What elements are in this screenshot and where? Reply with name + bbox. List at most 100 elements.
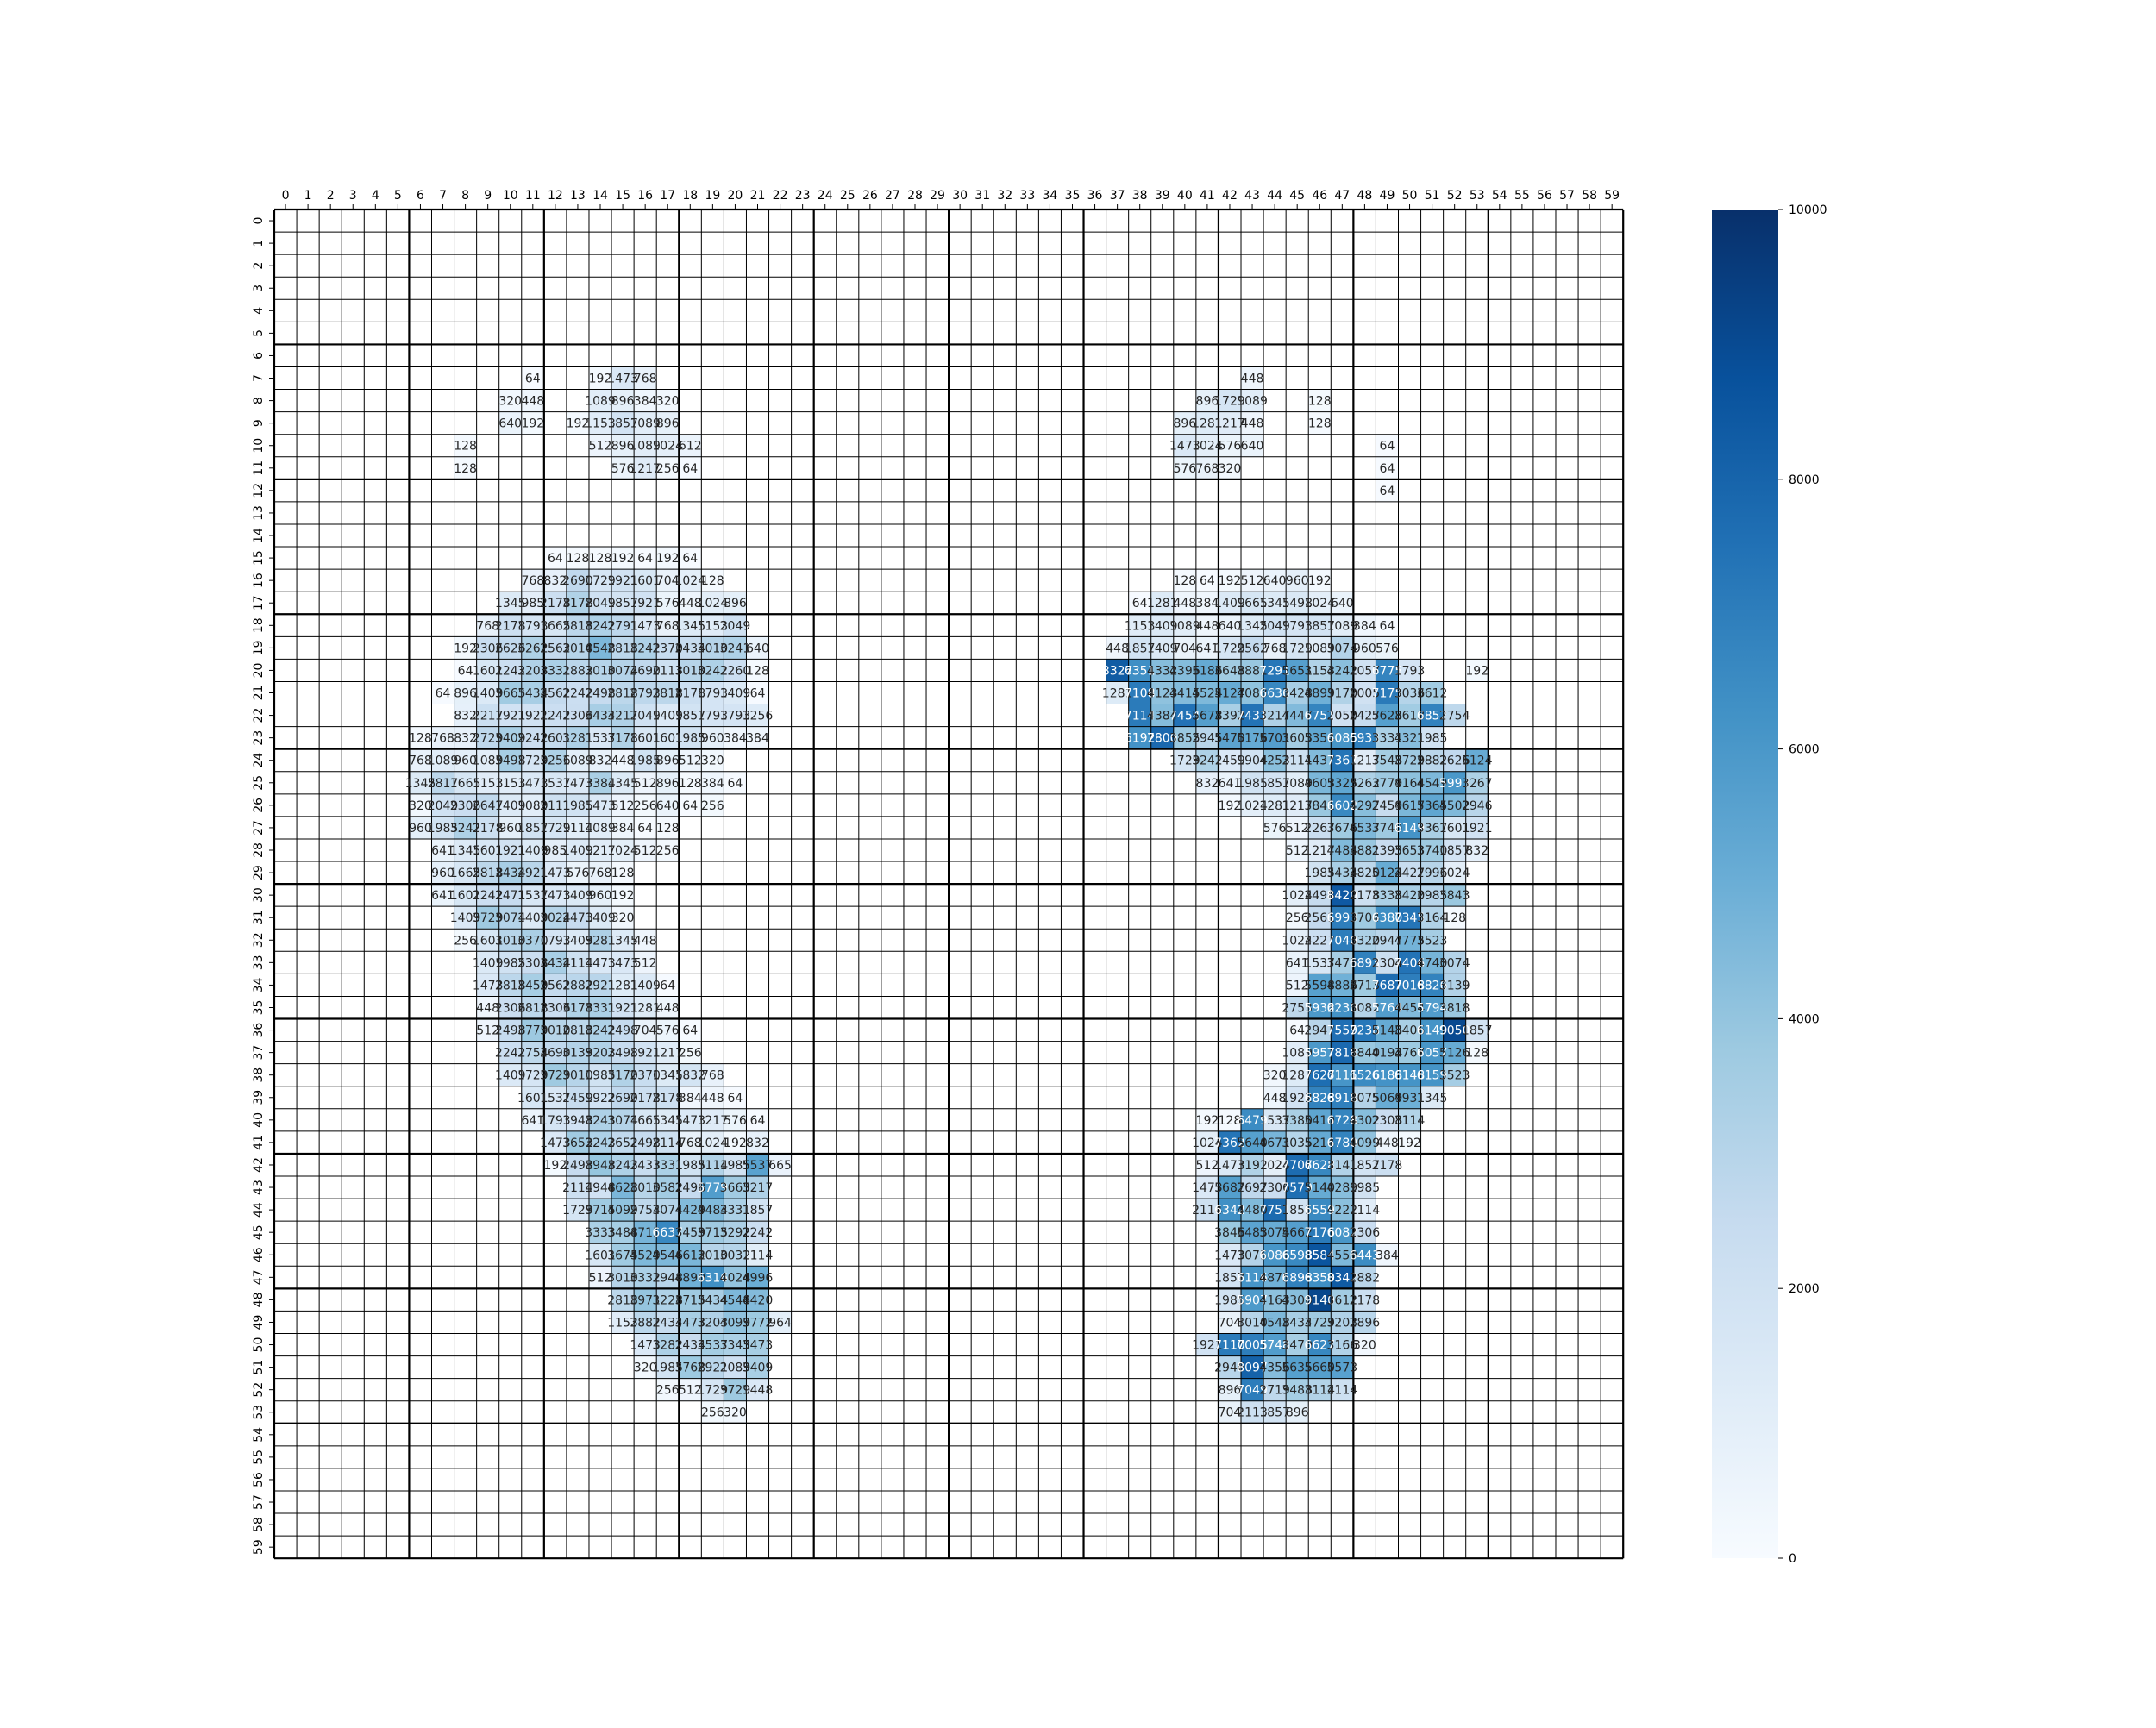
x-tick-label: 10 <box>503 189 518 203</box>
heatmap-cell <box>1443 771 1466 794</box>
heatmap-cell <box>634 547 657 570</box>
heatmap-cell <box>634 793 657 817</box>
cell-value-label: 64 <box>728 1092 743 1105</box>
heatmap-cell <box>566 884 589 907</box>
heatmap-cell <box>543 614 567 637</box>
colorbar-tick-label: 10000 <box>1789 203 1827 217</box>
heatmap-cell <box>1263 771 1287 794</box>
heatmap-cell <box>1128 704 1151 727</box>
y-tick-label: 40 <box>252 1112 266 1128</box>
heatmap-cell <box>724 592 747 615</box>
cell-value-label: 1345 <box>1417 1092 1448 1105</box>
heatmap-cell <box>1308 411 1332 435</box>
heatmap-cell <box>611 389 635 412</box>
x-tick-label: 7 <box>439 189 447 203</box>
cell-value-label: 448 <box>1241 417 1264 431</box>
cell-value-label: 704 <box>1173 642 1196 655</box>
y-tick-label: 22 <box>252 708 266 723</box>
y-tick-label: 8 <box>252 397 266 404</box>
heatmap-cell <box>409 748 432 772</box>
cell-value-label: 256 <box>656 462 680 476</box>
heatmap-cell <box>1241 434 1264 457</box>
heatmap-cell <box>1398 748 1421 772</box>
heatmap-cell <box>521 389 544 412</box>
heatmap-cell <box>1376 929 1399 952</box>
heatmap-cell <box>498 861 522 885</box>
cell-value-label: 640 <box>746 642 769 655</box>
cell-value-label: 384 <box>746 732 769 746</box>
heatmap-cell <box>1218 704 1242 727</box>
cell-value-label: 256 <box>656 1384 680 1398</box>
heatmap-cell <box>1331 659 1354 682</box>
heatmap-cell <box>679 456 702 479</box>
cell-value-label: 2178 <box>1350 1293 1381 1307</box>
cell-value-label: 192 <box>611 889 635 903</box>
heatmap-cell <box>701 636 724 660</box>
heatmap-cell <box>476 793 499 817</box>
heatmap-cell <box>1286 816 1309 839</box>
heatmap-cell <box>1331 816 1354 839</box>
cell-value-label: 256 <box>701 799 724 813</box>
cell-value-label: 832 <box>589 754 612 768</box>
heatmap-cell <box>588 838 612 862</box>
heatmap-cell <box>634 929 657 952</box>
heatmap-cell <box>1241 771 1264 794</box>
cell-value-label: 2114 <box>1327 1384 1358 1398</box>
heatmap-cell <box>611 906 635 930</box>
heatmap-cell <box>1331 614 1354 637</box>
heatmap-cell <box>1376 434 1399 457</box>
heatmap-cell <box>409 816 432 839</box>
heatmap-cell <box>543 748 567 772</box>
heatmap-cell <box>1263 592 1287 615</box>
heatmap-cell <box>656 659 680 682</box>
heatmap-cell <box>454 681 477 704</box>
heatmap-cell <box>498 974 522 997</box>
heatmap-cell <box>1398 906 1421 930</box>
heatmap-cell <box>1376 614 1399 637</box>
y-tick-label: 38 <box>252 1067 266 1083</box>
heatmap-cell <box>1420 793 1444 817</box>
heatmap-cell <box>634 838 657 862</box>
cell-value-label: 640 <box>1331 597 1354 610</box>
y-tick-label: 36 <box>252 1023 266 1038</box>
heatmap-cell <box>498 704 522 727</box>
cell-value-label: 1921 <box>1462 822 1493 836</box>
heatmap-cell <box>1173 592 1196 615</box>
heatmap-cell <box>1376 704 1399 727</box>
heatmap-cell <box>656 681 680 704</box>
heatmap-cell <box>498 614 522 637</box>
heatmap-cell <box>1218 726 1242 749</box>
heatmap-cell <box>1376 838 1399 862</box>
heatmap-cell <box>543 884 567 907</box>
heatmap-cell <box>656 816 680 839</box>
y-tick-label: 37 <box>252 1045 266 1061</box>
y-tick-label: 24 <box>252 753 266 768</box>
heatmap-cell <box>543 592 567 615</box>
heatmap-cell <box>656 456 680 479</box>
heatmap-cell <box>1331 861 1354 885</box>
heatmap-cell <box>521 838 544 862</box>
y-tick-label: 6 <box>252 352 266 360</box>
cell-value-label: 64 <box>750 1114 766 1128</box>
heatmap-cell <box>679 681 702 704</box>
x-tick-label: 15 <box>615 189 630 203</box>
x-tick-label: 30 <box>952 189 968 203</box>
cell-value-label: 384 <box>724 732 747 746</box>
x-tick-label: 55 <box>1514 189 1530 203</box>
heatmap-cell <box>1353 816 1376 839</box>
heatmap-cell <box>701 726 724 749</box>
cell-value-label: 320 <box>1353 1339 1376 1353</box>
cell-value-label: 128 <box>589 552 612 566</box>
heatmap-cell <box>701 592 724 615</box>
y-tick-label: 27 <box>252 820 266 836</box>
x-tick-label: 3 <box>349 189 357 203</box>
heatmap-cell <box>1308 816 1332 839</box>
heatmap-cell <box>724 704 747 727</box>
y-tick-label: 58 <box>252 1517 266 1532</box>
heatmap-cell <box>1308 569 1332 592</box>
y-tick-label: 20 <box>252 663 266 679</box>
cell-value-label: 64 <box>728 777 743 791</box>
heatmap-cell <box>1263 816 1287 839</box>
heatmap-cell <box>476 681 499 704</box>
